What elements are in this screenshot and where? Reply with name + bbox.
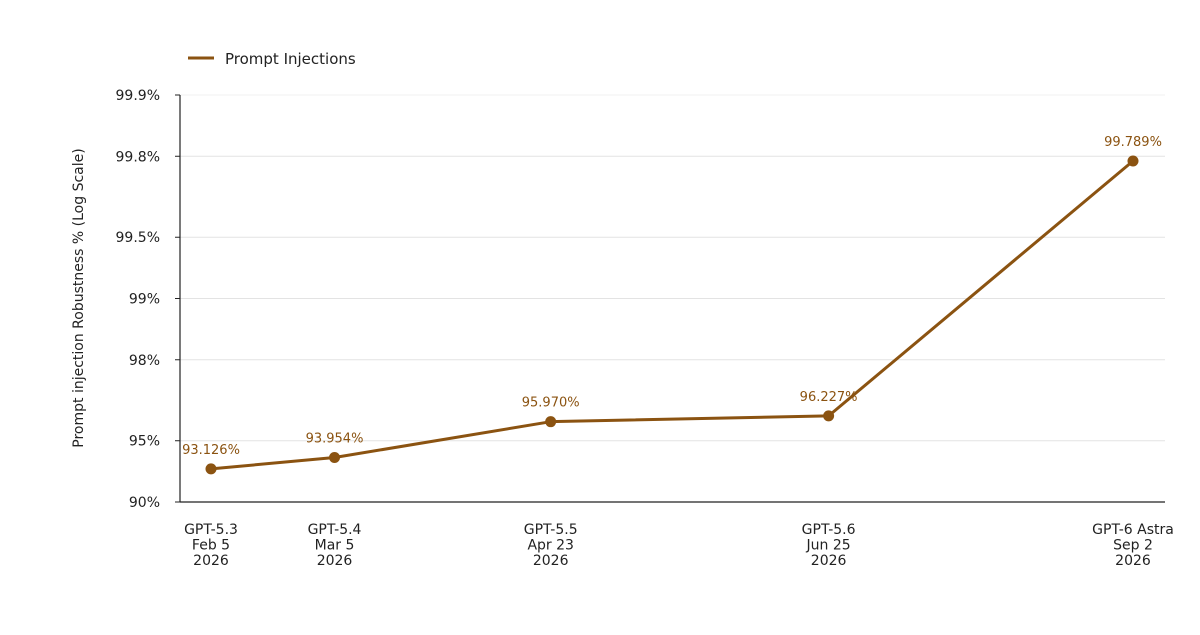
y-tick-label: 98%: [129, 353, 160, 369]
data-label: 99.789%: [1104, 135, 1162, 150]
x-tick-label: GPT-6 Astra Sep 2 2026: [1092, 522, 1174, 569]
y-tick-label: 90%: [129, 495, 160, 511]
legend-label: Prompt Injections: [225, 50, 356, 68]
y-tick-label: 95%: [129, 434, 160, 450]
grid: [180, 94, 1165, 503]
series-prompt-injections: [205, 155, 1139, 475]
data-point: [205, 463, 217, 475]
x-tick-label: GPT-5.5 Apr 23 2026: [524, 522, 578, 569]
y-tick-label: 99.8%: [116, 149, 160, 165]
data-label: 96.227%: [800, 390, 858, 405]
data-point: [823, 410, 835, 422]
data-point: [545, 416, 557, 428]
data-label: 95.970%: [522, 396, 580, 411]
data-point: [1127, 155, 1139, 167]
data-label: 93.126%: [182, 443, 240, 458]
x-tick-label: GPT-5.6 Jun 25 2026: [802, 522, 856, 569]
y-axis-title: Prompt injection Robustness % (Log Scale…: [71, 148, 87, 447]
data-labels: 93.126% 93.954% 95.970% 96.227% 99.789%: [182, 135, 1162, 458]
series-line: [209, 159, 1135, 471]
y-tick-label: 99%: [129, 292, 160, 308]
legend: Prompt Injections: [188, 50, 356, 68]
x-tick-label: GPT-5.3 Feb 5 2026: [184, 522, 238, 569]
y-tick-label: 99.5%: [116, 230, 160, 246]
data-point: [329, 452, 341, 464]
y-tick-label: 99.9%: [116, 88, 160, 104]
y-ticks: 90% 95% 98% 99% 99.5% 99.8% 99.9%: [116, 88, 180, 511]
x-ticks: GPT-5.3 Feb 5 2026 GPT-5.4 Mar 5 2026 GPT-5.5 A…: [184, 522, 1174, 569]
data-label: 93.954%: [306, 432, 364, 447]
x-tick-label: GPT-5.4 Mar 5 2026: [308, 522, 362, 569]
